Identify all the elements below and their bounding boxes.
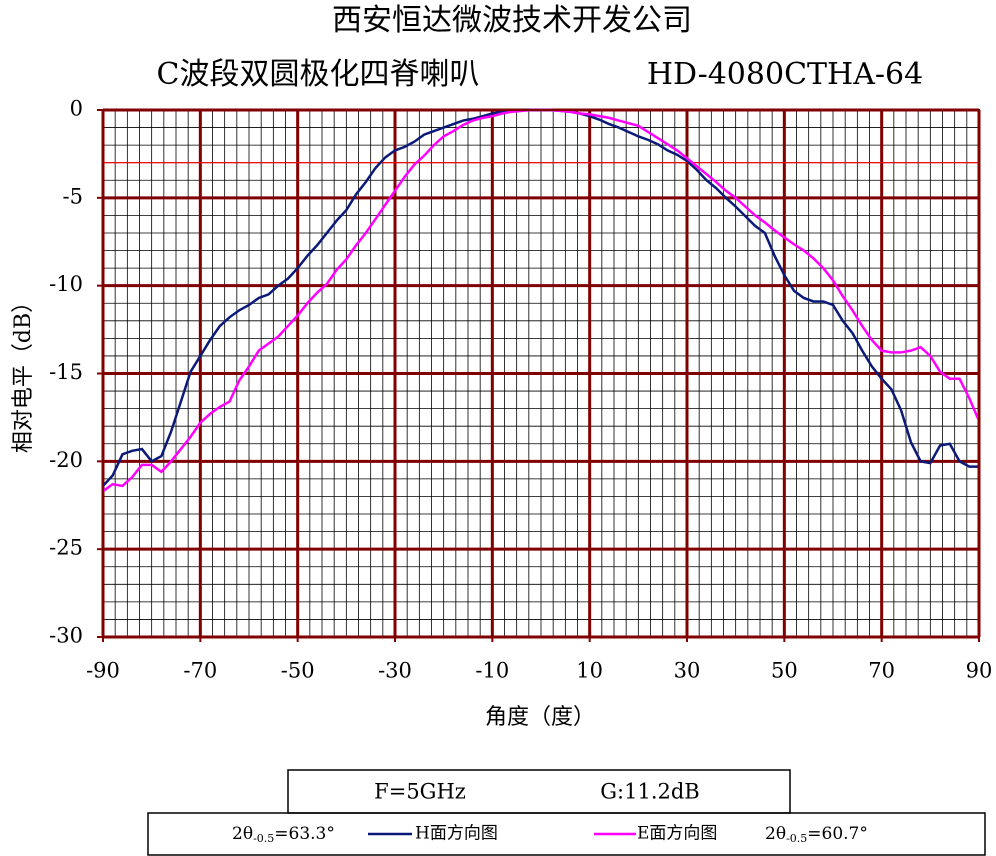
frequency: F=5GHz [374,780,466,804]
chart-subtitle: C波段双圆极化四脊喇叭 [157,57,480,92]
x-tick-label: 30 [674,659,701,683]
x-tick-label: -70 [183,659,217,683]
legend-label: H面方向图 [415,824,498,844]
beamwidth-value: =63.3° [274,824,335,844]
x-tick-label: -10 [475,659,509,683]
y-tick-label: -30 [49,624,83,648]
y-tick-label: -10 [49,272,83,296]
beamwidth-subscript: -0.5 [786,832,807,845]
beamwidth-label: 2θ-0.5=60.7° [765,824,868,846]
y-tick-label: -5 [63,184,83,208]
beamwidth-label: 2θ-0.5=63.3° [232,824,335,846]
legend-box [147,812,986,856]
beamwidth-prefix: 2θ [765,824,786,844]
y-tick-label: -15 [49,360,83,384]
beamwidth-prefix: 2θ [232,824,253,844]
plot-border [102,109,980,638]
legend-label: E面方向图 [637,824,717,844]
x-axis-label: 角度（度） [485,705,595,730]
y-tick-label: -20 [49,448,83,472]
x-tick-label: 90 [966,659,993,683]
chart-title: 西安恒达微波技术开发公司 [332,3,692,38]
x-tick-label: 10 [576,659,603,683]
x-tick-label: -30 [378,659,412,683]
x-tick-label: 70 [868,659,895,683]
x-tick-label: -90 [86,659,120,683]
y-tick-label: 0 [70,97,83,121]
beamwidth-subscript: -0.5 [253,832,274,845]
beamwidth-value: =60.7° [807,824,868,844]
y-axis-label: 相对电平（dB） [11,291,36,453]
gain: G:11.2dB [600,780,699,804]
info-box [287,769,791,814]
model-number: HD-4080CTHA-64 [647,57,923,92]
x-tick-label: -50 [281,659,315,683]
x-tick-label: 50 [771,659,798,683]
y-tick-label: -25 [49,536,83,560]
